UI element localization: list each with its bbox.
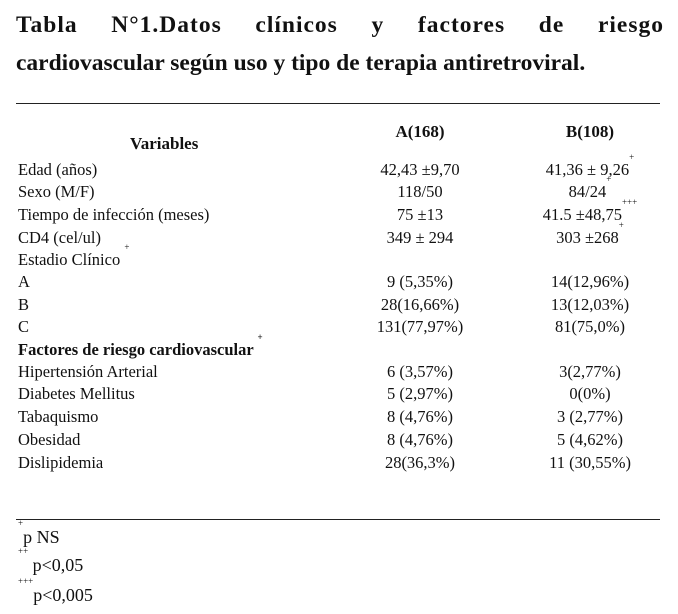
cell-group-b-text: 13(12,03%) (550, 295, 630, 314)
row-label: Diabetes Mellitus (18, 384, 135, 404)
cell-group-b-superscript: + (606, 174, 612, 184)
cell-group-a: 28(36,3%) (330, 453, 510, 473)
cell-group-b-text: 11 (30,55%) (549, 453, 631, 472)
cell-group-b: 41,36 ± 9,26+ (500, 153, 678, 180)
row-label: Edad (años) (18, 160, 97, 180)
row-label-text: Obesidad (18, 430, 81, 449)
cell-group-b-text: 3 (2,77%) (557, 407, 623, 426)
row-label-text: Factores de riesgo cardiovascular (18, 340, 258, 359)
footnote-mark: ++ (18, 546, 29, 556)
footnote-mark: + (18, 518, 24, 528)
footnote: +p NS (18, 519, 60, 548)
cell-group-b: 84/24+ (500, 175, 678, 202)
cell-group-b: 3 (2,77%) (500, 407, 678, 427)
row-label: Obesidad (18, 430, 80, 450)
cell-group-a: 8 (4,76%) (330, 407, 510, 427)
bottom-rule (16, 519, 660, 520)
cell-group-a: 8 (4,76%) (330, 430, 510, 450)
row-label-text: Estadio Clínico (18, 250, 125, 269)
row-label-text: C (18, 317, 30, 336)
cell-group-a-text: 42,43 ±9,70 (380, 160, 460, 179)
cell-group-b: 3(2,77%) (500, 362, 678, 382)
cell-group-b-text: 41.5 ±48,75 (542, 205, 622, 224)
cell-group-a-text: 118/50 (397, 182, 443, 201)
cell-group-b-text: 5 (4,62%) (557, 430, 623, 449)
cell-group-a-text: 75 ±13 (396, 205, 444, 224)
footnote: ++ p<0,05 (18, 547, 84, 576)
cell-group-b: 11 (30,55%) (500, 453, 678, 473)
cell-group-a: 75 ±13 (330, 205, 510, 225)
row-label: CD4 (cel/ul) (18, 228, 101, 248)
header-variables: Variables (130, 134, 199, 153)
table-title: Tabla N°1.Datos clínicos y factores de r… (16, 6, 664, 82)
title-line-2: cardiovascular según uso y tipo de terap… (16, 50, 586, 76)
row-label: Tabaquismo (18, 407, 98, 427)
cell-group-a: 9 (5,35%) (330, 272, 510, 292)
cell-group-a: 42,43 ±9,70 (330, 160, 510, 180)
cell-group-b-text: 14(12,96%) (550, 272, 630, 291)
row-label: Estadio Clínico + (18, 243, 129, 270)
footnote: +++p<0,005 (18, 577, 93, 606)
row-label-text: Tiempo de infección (meses) (18, 205, 210, 224)
cell-group-a: 28(16,66%) (330, 295, 510, 315)
row-label-text: Edad (años) (18, 160, 98, 179)
cell-group-b: 81(75,0%) (500, 317, 678, 337)
row-label-text: A (18, 272, 30, 291)
header-group-a: A(168) (395, 122, 445, 141)
cell-group-a-text: 28(36,3%) (384, 453, 456, 472)
cell-group-b-superscript: +++ (621, 197, 638, 207)
cell-group-a-text: 131(77,97%) (376, 317, 464, 336)
row-label: Tiempo de infección (meses) (18, 205, 209, 225)
footnote-text: p NS (23, 527, 60, 547)
cell-group-b: 0(0%) (500, 384, 678, 404)
row-label: C (18, 317, 29, 337)
footnote-text: p<0,005 (33, 585, 93, 605)
row-label-text: Hipertensión Arterial (18, 362, 158, 381)
row-label: Sexo (M/F) (18, 182, 95, 202)
cell-group-b-text: 3(2,77%) (559, 362, 621, 381)
cell-group-a-text: 28(16,66%) (380, 295, 460, 314)
row-label-text: Tabaquismo (18, 407, 99, 426)
footnote-mark: +++ (18, 576, 34, 586)
cell-group-b: 14(12,96%) (500, 272, 678, 292)
title-line-1: Tabla N°1.Datos clínicos y factores de r… (16, 12, 664, 38)
cell-group-b: 5 (4,62%) (500, 430, 678, 450)
footnote-text: p<0,05 (28, 555, 84, 575)
top-rule (16, 103, 660, 104)
cell-group-b: 303 ±268+ (500, 221, 678, 248)
row-label: B (18, 295, 29, 315)
row-label-text: CD4 (cel/ul) (18, 228, 101, 247)
row-label-superscript: + (257, 332, 263, 342)
cell-group-a: 131(77,97%) (330, 317, 510, 337)
cell-group-a-text: 349 ± 294 (386, 228, 454, 247)
cell-group-a-text: 8 (4,76%) (387, 430, 453, 449)
cell-group-a: 118/50 (330, 182, 510, 202)
row-label-superscript: + (124, 242, 130, 252)
row-label: Factores de riesgo cardiovascular + (18, 333, 263, 360)
header-group-b: B(108) (565, 122, 615, 141)
cell-group-a-text: 6 (3,57%) (387, 362, 453, 381)
cell-group-b-text: 0(0%) (569, 384, 611, 403)
row-label-text: Sexo (M/F) (18, 182, 95, 201)
cell-group-b-text: 41,36 ± 9,26 (545, 160, 630, 179)
row-label: Dislipidemia (18, 453, 103, 473)
cell-group-a-text: 8 (4,76%) (387, 407, 453, 426)
cell-group-a-text: 9 (5,35%) (387, 272, 453, 291)
cell-group-b: 41.5 ±48,75+++ (500, 198, 678, 225)
cell-group-a-text: 5 (2,97%) (387, 384, 453, 403)
cell-group-a: 349 ± 294 (330, 228, 510, 248)
row-label: Hipertensión Arterial (18, 362, 158, 382)
cell-group-b-text: 303 ±268 (556, 228, 619, 247)
row-label-text: Diabetes Mellitus (18, 384, 135, 403)
row-label-text: Dislipidemia (18, 453, 104, 472)
cell-group-b-superscript: + (629, 152, 635, 162)
cell-group-a: 5 (2,97%) (330, 384, 510, 404)
cell-group-b-text: 81(75,0%) (554, 317, 626, 336)
cell-group-b-superscript: + (618, 220, 624, 230)
cell-group-b-text: 84/24 (568, 182, 607, 201)
cell-group-a: 6 (3,57%) (330, 362, 510, 382)
cell-group-b: 13(12,03%) (500, 295, 678, 315)
row-label-text: B (18, 295, 30, 314)
row-label: A (18, 272, 30, 292)
